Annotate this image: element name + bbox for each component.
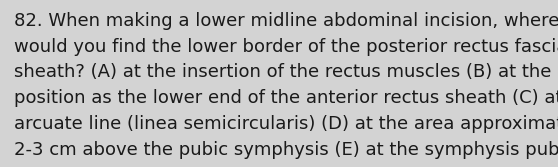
- Text: arcuate line (linea semicircularis) (D) at the area approximately: arcuate line (linea semicircularis) (D) …: [14, 115, 558, 133]
- Text: sheath? (A) at the insertion of the rectus muscles (B) at the same: sheath? (A) at the insertion of the rect…: [14, 63, 558, 81]
- Text: 82. When making a lower midline abdominal incision, where: 82. When making a lower midline abdomina…: [14, 12, 558, 30]
- Text: would you find the lower border of the posterior rectus fascia: would you find the lower border of the p…: [14, 38, 558, 56]
- Text: 2-3 cm above the pubic symphysis (E) at the symphysis pubis: 2-3 cm above the pubic symphysis (E) at …: [14, 141, 558, 159]
- Text: position as the lower end of the anterior rectus sheath (C) at the: position as the lower end of the anterio…: [14, 89, 558, 107]
